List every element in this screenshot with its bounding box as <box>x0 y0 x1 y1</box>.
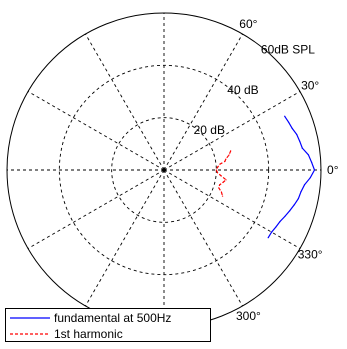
series-line-0 <box>267 115 316 239</box>
series-0-point-5 <box>301 147 303 149</box>
series-0-point-13 <box>293 204 295 206</box>
series-1-point-3 <box>224 160 226 163</box>
series-1-point-6 <box>215 169 217 171</box>
series-1-point-1 <box>228 154 230 156</box>
ring-40 <box>58 64 270 276</box>
series-1-point-12 <box>218 187 220 189</box>
series-0-point-12 <box>297 197 299 200</box>
spoke-150 <box>27 91 165 171</box>
series-layer <box>215 115 316 239</box>
series-0 <box>267 115 316 239</box>
series-0-point-16 <box>279 221 281 223</box>
legend: fundamental at 500Hz 1st harmonic <box>5 308 211 342</box>
ring-label-60: 60dB SPL <box>261 43 315 57</box>
series-1-point-8 <box>220 175 222 177</box>
series-0-point-3 <box>296 133 298 136</box>
series-0-point-9 <box>309 177 311 179</box>
series-0-point-18 <box>271 231 273 233</box>
series-0-point-2 <box>291 127 293 129</box>
series-1-point-10 <box>222 181 224 184</box>
series-0-point-17 <box>275 226 277 228</box>
series-0-point-7 <box>311 161 313 163</box>
legend-label-fundamental: fundamental at 500Hz <box>54 311 172 325</box>
spoke-240 <box>85 169 165 307</box>
series-1-point-7 <box>216 172 219 174</box>
angle-label-330: 330° <box>298 247 323 261</box>
legend-swatch-fundamental <box>10 317 50 319</box>
legend-entry-fundamental: fundamental at 500Hz <box>6 310 210 326</box>
series-1-point-9 <box>225 179 227 181</box>
spoke-30 <box>163 91 301 171</box>
series-0-point-19 <box>267 237 269 239</box>
series-0-point-11 <box>300 191 302 193</box>
series-0-point-14 <box>289 210 291 212</box>
polar-labels: 20 dB 40 dB 60dB SPL 0° 30° 60° 300° 330° <box>194 17 339 323</box>
series-0-point-1 <box>287 121 290 123</box>
legend-label-harmonic: 1st harmonic <box>54 327 123 341</box>
spoke-60 <box>163 33 243 171</box>
spoke-120 <box>85 33 165 171</box>
series-1-point-5 <box>216 166 219 168</box>
series-1-point-0 <box>230 150 232 152</box>
series-1-point-11 <box>219 184 221 186</box>
angle-label-30: 30° <box>301 79 319 93</box>
series-0-point-4 <box>299 140 301 142</box>
series-0-point-6 <box>307 154 310 156</box>
angle-label-300: 300° <box>236 309 261 323</box>
series-1-point-14 <box>221 195 224 197</box>
series-0-point-10 <box>303 184 306 186</box>
spoke-330 <box>163 169 301 249</box>
series-1 <box>215 150 232 197</box>
series-0-point-0 <box>284 115 286 117</box>
spoke-300 <box>163 169 243 307</box>
polar-grid <box>6 12 322 328</box>
series-1-point-2 <box>225 158 227 160</box>
ring-label-20: 20 dB <box>194 123 225 137</box>
angle-label-0: 0° <box>327 163 339 177</box>
series-1-point-13 <box>220 191 223 193</box>
series-0-point-8 <box>313 169 316 171</box>
series-line-1 <box>215 150 232 197</box>
legend-swatch-harmonic <box>10 333 50 335</box>
angle-label-60: 60° <box>239 17 257 31</box>
ring-label-40: 40 dB <box>227 83 258 97</box>
spoke-210 <box>27 169 165 249</box>
legend-entry-harmonic: 1st harmonic <box>6 326 210 342</box>
series-1-point-4 <box>219 163 221 165</box>
series-0-point-15 <box>284 215 286 218</box>
